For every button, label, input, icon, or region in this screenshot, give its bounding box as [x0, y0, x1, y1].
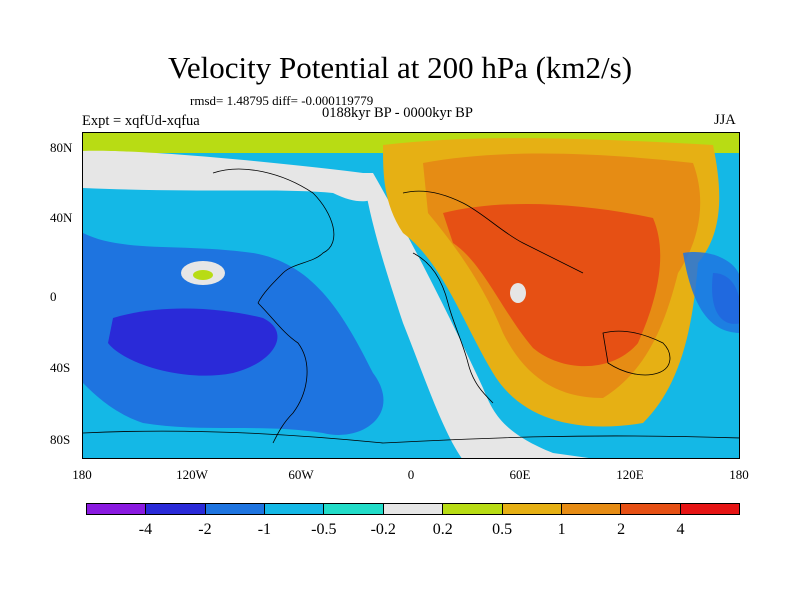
- velocity-potential-map: [83, 133, 739, 458]
- colorbar-swatch: [205, 504, 266, 514]
- colorbar-swatch: [621, 504, 681, 514]
- x-tick-label: 120W: [176, 467, 208, 482]
- plot-title: Velocity Potential at 200 hPa (km2/s): [167, 50, 633, 85]
- colorbar-label: -4: [138, 521, 153, 538]
- colorbar-label: -0.2: [370, 521, 396, 538]
- y-tick-label: 80N: [50, 140, 73, 155]
- colorbar-swatch: [561, 504, 622, 514]
- colorbar-label: 1: [557, 521, 566, 538]
- colorbar-label: 0.5: [492, 521, 513, 538]
- colorbar-swatch: [265, 504, 325, 514]
- colorbar: [86, 503, 740, 515]
- colorbar-swatch: [502, 504, 562, 514]
- x-tick-label: 60E: [509, 467, 531, 482]
- experiment-label: Expt = xqfUd-xqfua: [82, 113, 200, 129]
- colorbar-swatch: [87, 504, 147, 514]
- colorbar-label: -2: [198, 521, 212, 538]
- colorbar-swatch: [324, 504, 384, 514]
- colorbar-label: -1: [257, 521, 272, 538]
- colorbar-label: -0.5: [311, 521, 337, 538]
- x-tick-label: 120E: [616, 467, 644, 482]
- period-label: 0188kyr BP - 0000kyr BP: [322, 105, 473, 121]
- colorbar-label: 4: [676, 521, 685, 538]
- colorbar-swatch: [443, 504, 503, 514]
- x-tick-label: 60W: [288, 467, 314, 482]
- season-label: JJA: [714, 112, 736, 128]
- x-tick-label: 180: [729, 467, 749, 482]
- colorbar-swatch: [146, 504, 206, 514]
- colorbar-label: 2: [617, 521, 626, 538]
- y-tick-label: 80S: [50, 432, 71, 447]
- x-tick-label: 0: [407, 467, 415, 482]
- colorbar-swatch: [383, 504, 444, 514]
- stats-text: rmsd= 1.48795 diff= -0.000119779: [190, 93, 374, 108]
- colorbar-swatch: [680, 504, 739, 514]
- map-panel: [82, 132, 740, 459]
- y-tick-label: 40N: [50, 210, 73, 225]
- colorbar-label: 0.2: [432, 521, 453, 538]
- y-tick-label: 0: [50, 289, 57, 304]
- x-tick-label: 180: [72, 467, 92, 482]
- y-tick-label: 40S: [50, 360, 71, 375]
